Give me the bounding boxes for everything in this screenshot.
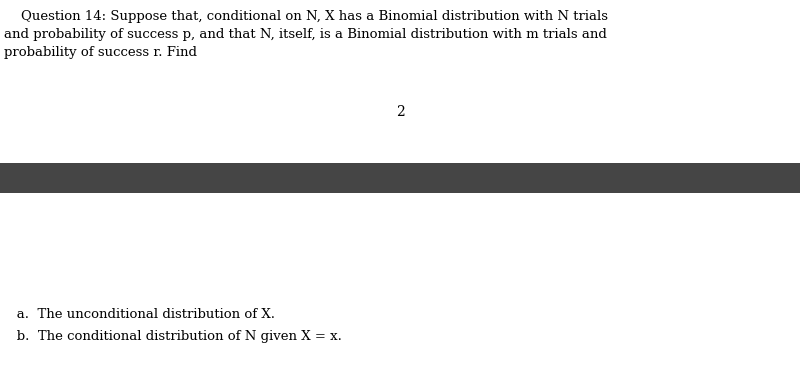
Text: Question 14: Suppose that, conditional on N, X has a Binomial distribution with : Question 14: Suppose that, conditional o… — [4, 10, 608, 23]
Text: probability of success r. Find: probability of success r. Find — [4, 46, 197, 59]
Text: a.  The unconditional distribution of X.: a. The unconditional distribution of X. — [4, 308, 275, 321]
Bar — [0, 163, 800, 193]
Text: b.  The conditional distribution of N given X = x.: b. The conditional distribution of N giv… — [4, 330, 342, 343]
Text: 2: 2 — [396, 105, 404, 119]
Text: and probability of success p, and that N, itself, is a Binomial distribution wit: and probability of success p, and that N… — [4, 28, 607, 41]
